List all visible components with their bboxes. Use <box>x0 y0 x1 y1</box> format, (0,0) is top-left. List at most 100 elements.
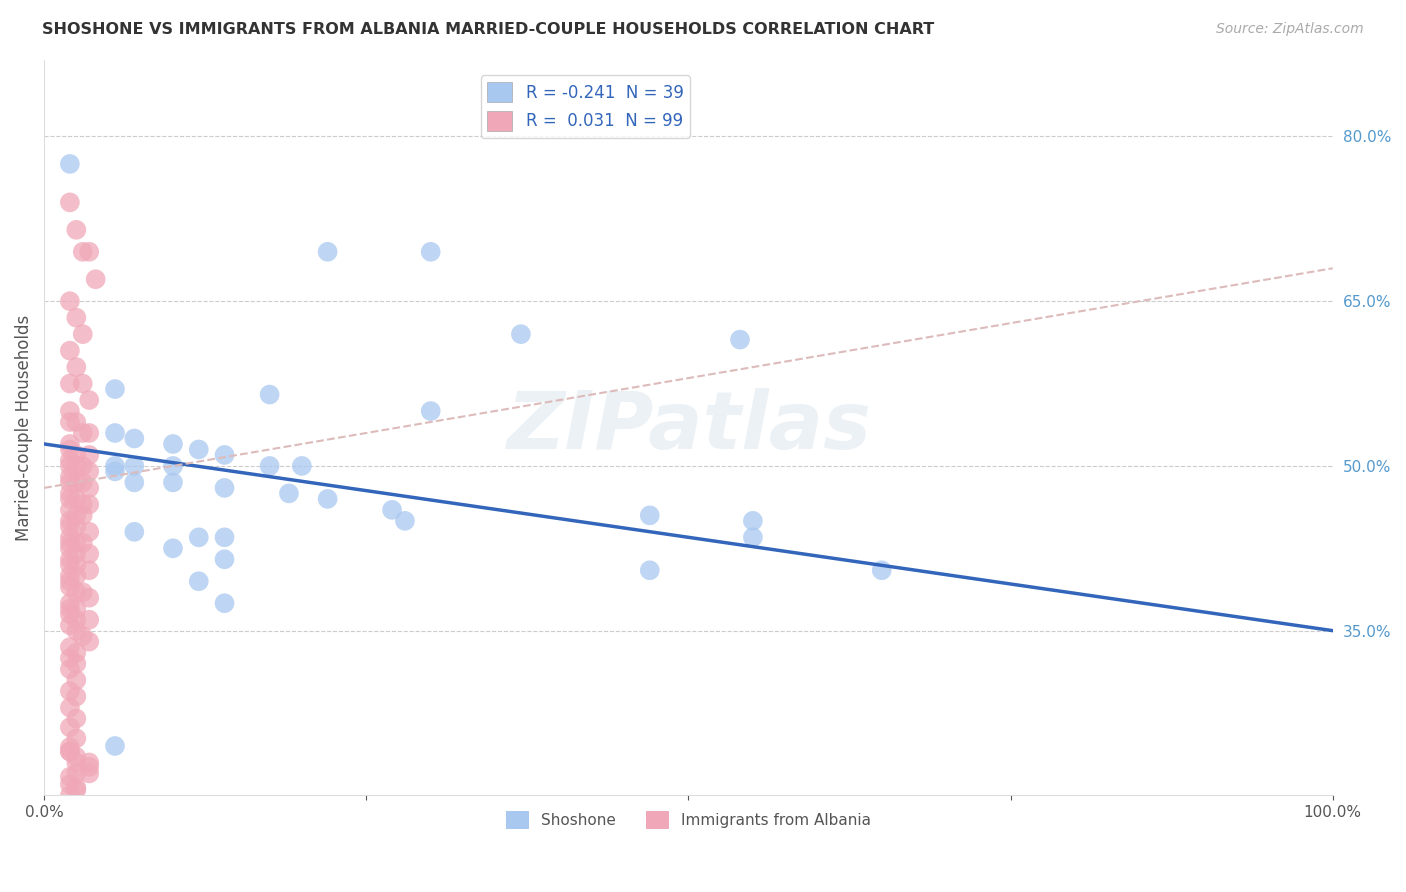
Text: ZIPatlas: ZIPatlas <box>506 389 870 467</box>
Point <box>316 491 339 506</box>
Point <box>77 448 100 462</box>
Point <box>59 740 82 755</box>
Point <box>65 415 87 429</box>
Point <box>72 536 94 550</box>
Point <box>59 552 82 566</box>
Point <box>77 563 100 577</box>
Point <box>381 503 404 517</box>
Point <box>638 508 661 523</box>
Point <box>77 760 100 774</box>
Point <box>65 536 87 550</box>
Point <box>65 223 87 237</box>
Point <box>77 547 100 561</box>
Point <box>59 475 82 490</box>
Point <box>124 475 146 490</box>
Point <box>65 558 87 572</box>
Point <box>59 415 82 429</box>
Point <box>59 684 82 698</box>
Point <box>741 530 763 544</box>
Point <box>59 574 82 589</box>
Point <box>59 195 82 210</box>
Point <box>59 530 82 544</box>
Point <box>72 327 94 342</box>
Point <box>72 244 94 259</box>
Point <box>72 497 94 511</box>
Point <box>187 574 209 589</box>
Point <box>65 624 87 638</box>
Point <box>65 568 87 582</box>
Point <box>259 387 281 401</box>
Point <box>77 524 100 539</box>
Point <box>77 425 100 440</box>
Point <box>59 770 82 784</box>
Point <box>394 514 416 528</box>
Point <box>59 503 82 517</box>
Point <box>65 712 87 726</box>
Point <box>59 442 82 457</box>
Point <box>59 607 82 622</box>
Point <box>77 481 100 495</box>
Point <box>77 465 100 479</box>
Point <box>59 491 82 506</box>
Point <box>741 514 763 528</box>
Point <box>72 585 94 599</box>
Point <box>59 700 82 714</box>
Point <box>65 310 87 325</box>
Point <box>77 392 100 407</box>
Point <box>65 657 87 671</box>
Point <box>72 475 94 490</box>
Point <box>104 465 127 479</box>
Point <box>59 789 82 803</box>
Point <box>59 744 82 758</box>
Point <box>104 382 127 396</box>
Point <box>59 157 82 171</box>
Point <box>59 376 82 391</box>
Point <box>65 448 87 462</box>
Point <box>84 272 107 286</box>
Point <box>59 601 82 615</box>
Point <box>65 783 87 797</box>
Point <box>77 591 100 605</box>
Point <box>162 475 184 490</box>
Text: Source: ZipAtlas.com: Source: ZipAtlas.com <box>1216 22 1364 37</box>
Point <box>162 437 184 451</box>
Point <box>59 568 82 582</box>
Point <box>419 244 441 259</box>
Point <box>65 690 87 704</box>
Point <box>65 491 87 506</box>
Point <box>214 530 236 544</box>
Point <box>59 558 82 572</box>
Point <box>65 750 87 764</box>
Point <box>65 547 87 561</box>
Point <box>59 519 82 533</box>
Point <box>638 563 661 577</box>
Point <box>59 720 82 734</box>
Point <box>65 519 87 533</box>
Point <box>509 327 531 342</box>
Point <box>187 530 209 544</box>
Point <box>77 766 100 780</box>
Y-axis label: Married-couple Households: Married-couple Households <box>15 314 32 541</box>
Point <box>65 613 87 627</box>
Point <box>59 437 82 451</box>
Point <box>59 618 82 632</box>
Point <box>72 425 94 440</box>
Point <box>162 541 184 556</box>
Text: SHOSHONE VS IMMIGRANTS FROM ALBANIA MARRIED-COUPLE HOUSEHOLDS CORRELATION CHART: SHOSHONE VS IMMIGRANTS FROM ALBANIA MARR… <box>42 22 935 37</box>
Point <box>65 601 87 615</box>
Point <box>65 458 87 473</box>
Point <box>259 458 281 473</box>
Point <box>65 360 87 375</box>
Point <box>77 497 100 511</box>
Point <box>59 294 82 309</box>
Point <box>72 508 94 523</box>
Point <box>59 486 82 500</box>
Point <box>316 244 339 259</box>
Point <box>104 425 127 440</box>
Point <box>162 458 184 473</box>
Point <box>104 458 127 473</box>
Point <box>59 640 82 654</box>
Point <box>65 756 87 770</box>
Point <box>214 448 236 462</box>
Point <box>77 613 100 627</box>
